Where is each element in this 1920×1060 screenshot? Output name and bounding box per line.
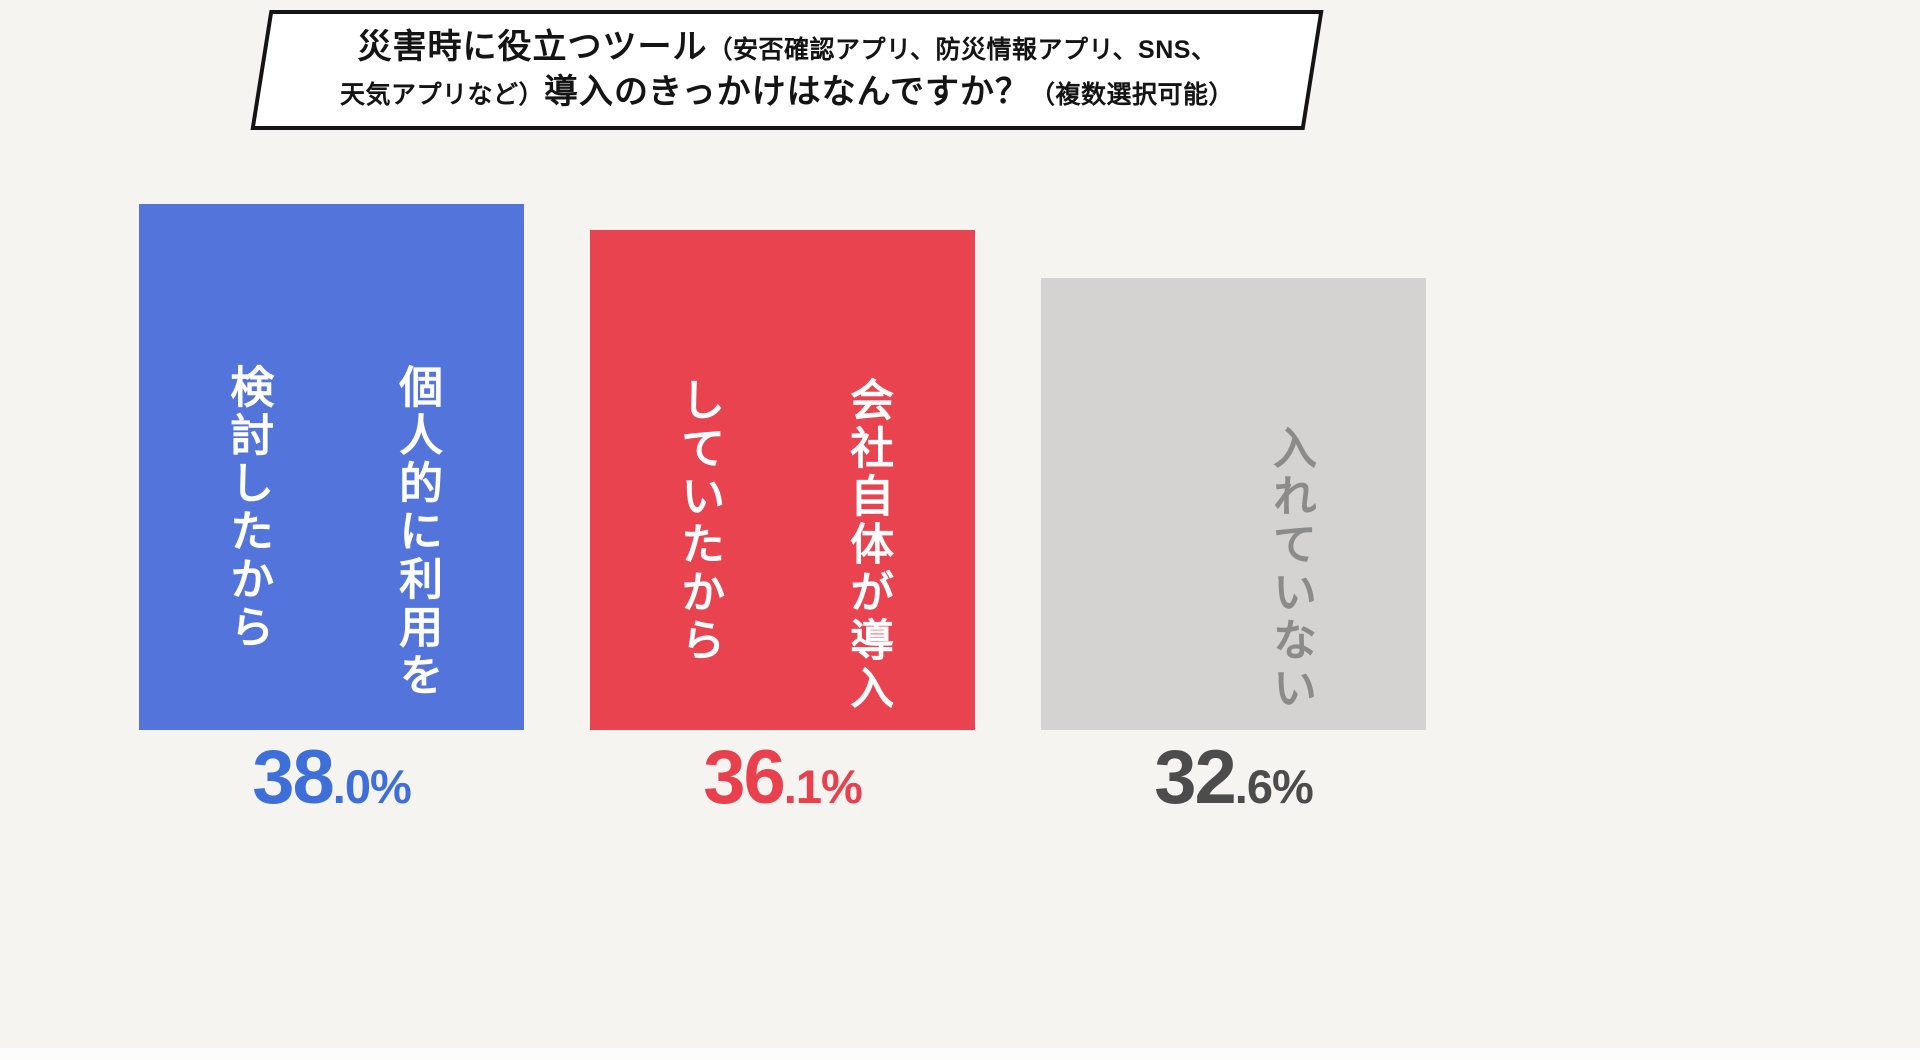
chart-title-box: 災害時に役立つツール（安否確認アプリ、防災情報アプリ、SNS、 天気アプリなど）… (260, 10, 1314, 130)
bar-label-line: していたから (674, 377, 724, 665)
bar-label: 会社自体が導入 していたから (557, 377, 1008, 713)
title-segment-paren-1: （安否確認アプリ、防災情報アプリ、SNS、 (707, 35, 1217, 64)
bar-label-line: 会社自体が導入 (843, 377, 893, 713)
bar-label: 入れていない (1036, 425, 1430, 713)
bar-label: 個人的に利用を 検討したから (106, 364, 557, 700)
bar-label-line: 検討したから (223, 364, 273, 652)
bar: 会社自体が導入 していたから (590, 230, 975, 730)
bar-label-line: 入れていない (1265, 425, 1315, 713)
title-segment-main-1: 災害時に役立つツール (357, 27, 708, 66)
percent-fraction: .0% (332, 760, 412, 813)
title-segment-note: （複数選択可能） (1029, 81, 1234, 109)
percent-integer: 38 (252, 735, 335, 820)
percent-fraction: .1% (783, 760, 863, 813)
percent-fraction: .6% (1234, 760, 1314, 813)
bar-group: 入れていない 32.6% (1041, 278, 1426, 820)
percent-label: 36.1% (590, 734, 975, 821)
chart-title-line-1: 災害時に役立つツール（安否確認アプリ、防災情報アプリ、SNS、 (357, 27, 1217, 66)
bar: 入れていない (1041, 278, 1426, 730)
bottom-strip (0, 1048, 1920, 1060)
bar-label-line: 個人的に利用を (392, 364, 442, 700)
title-segment-main-2: 導入のきっかけはなんですか？ (544, 73, 1030, 111)
title-segment-paren-2: 天気アプリなど） (340, 81, 545, 109)
bar-group: 会社自体が導入 していたから 36.1% (590, 230, 975, 820)
chart-title: 災害時に役立つツール（安否確認アプリ、防災情報アプリ、SNS、 天気アプリなど）… (260, 10, 1314, 130)
bar: 個人的に利用を 検討したから (139, 204, 524, 730)
chart-title-line-2: 天気アプリなど）導入のきっかけはなんですか？（複数選択可能） (340, 73, 1234, 111)
percent-label: 32.6% (1041, 734, 1426, 821)
percent-integer: 32 (1154, 735, 1237, 820)
percent-integer: 36 (703, 735, 786, 820)
bar-chart: 個人的に利用を 検討したから 38.0% 会社自体が導入 していたから 36.1… (139, 0, 1426, 820)
bar-group: 個人的に利用を 検討したから 38.0% (139, 204, 524, 820)
percent-label: 38.0% (139, 734, 524, 821)
